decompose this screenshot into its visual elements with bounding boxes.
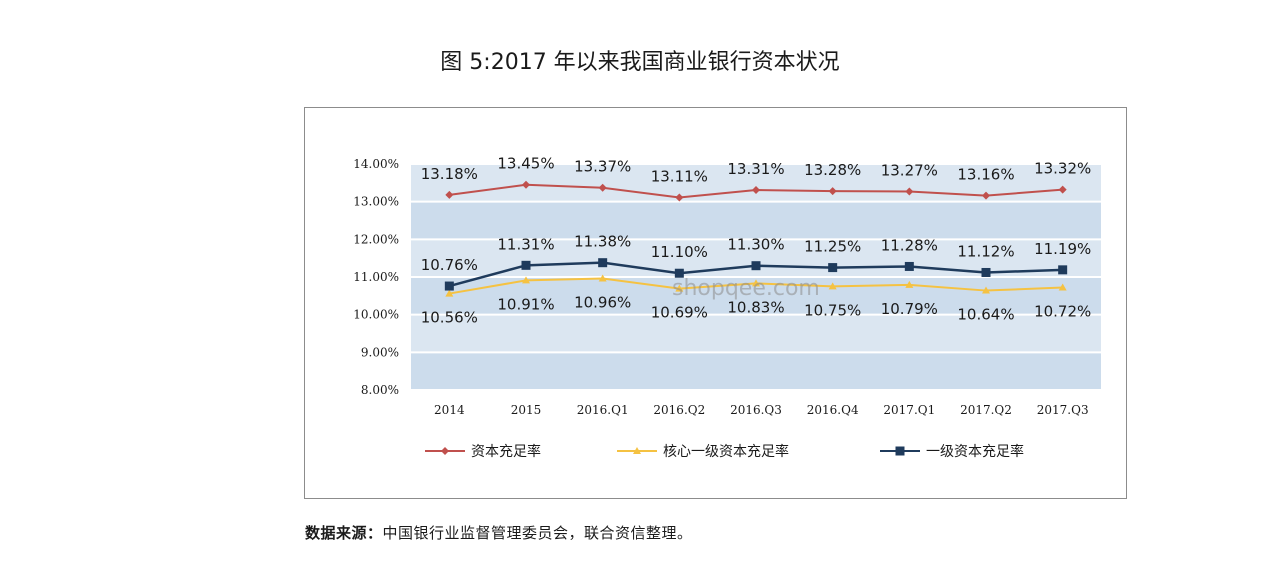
data-point: [752, 279, 760, 287]
data-label: 13.28%: [804, 161, 861, 179]
data-label: 11.30%: [727, 236, 784, 254]
source-label: 数据来源：: [305, 524, 383, 542]
data-label: 10.75%: [804, 301, 861, 319]
x-tick-label: 2014: [434, 403, 465, 417]
data-label: 10.83%: [727, 298, 784, 316]
data-point: [981, 267, 991, 277]
y-tick-label: 9.00%: [361, 345, 399, 359]
data-label: 10.91%: [497, 295, 554, 313]
x-tick-label: 2017.Q3: [1037, 403, 1089, 417]
data-label: 13.11%: [651, 168, 708, 186]
chart-title: 图 5:2017 年以来我国商业银行资本状况: [440, 50, 840, 75]
line-chart: 8.00% 9.00% 10.00% 11.00% 12.00% 13.00% 14.00%…: [353, 155, 1101, 460]
data-point: [521, 260, 531, 270]
data-point: [828, 282, 837, 290]
data-point: [675, 193, 684, 202]
data-label: 11.25%: [804, 238, 861, 256]
data-label: 10.72%: [1034, 303, 1091, 321]
data-point: [982, 286, 990, 294]
y-tick-label: 11.00%: [353, 270, 399, 284]
x-tick-label: 2016.Q4: [807, 403, 859, 417]
legend-label: 资本充足率: [471, 443, 541, 460]
data-label: 13.16%: [957, 166, 1014, 184]
legend-label: 一级资本充足率: [926, 443, 1024, 460]
data-label: 11.31%: [497, 235, 554, 253]
data-point: [598, 183, 607, 192]
data-label: 13.32%: [1034, 160, 1091, 178]
data-label: 13.37%: [574, 158, 631, 176]
data-point: [598, 258, 608, 268]
data-point: [904, 261, 914, 271]
data-label: 11.38%: [574, 233, 631, 251]
plot-band: [411, 352, 1101, 390]
data-point: [1058, 185, 1067, 194]
data-point: [905, 187, 914, 196]
data-label: 13.18%: [421, 165, 478, 183]
x-tick-label: 2016.Q2: [653, 403, 705, 417]
source-text: 中国银行业监督管理委员会，联合资信整理。: [382, 524, 693, 542]
data-label: 11.19%: [1034, 240, 1091, 258]
data-label: 10.64%: [957, 306, 1014, 324]
watermark-text: shopqee.com: [672, 276, 820, 301]
x-tick-label: 2017.Q2: [960, 403, 1012, 417]
data-point: [828, 263, 838, 273]
data-label: 10.56%: [421, 309, 478, 327]
y-tick-label: 12.00%: [353, 232, 399, 246]
data-point: [751, 261, 761, 271]
legend-marker: [441, 447, 449, 455]
data-point: [828, 187, 837, 196]
data-point: [752, 185, 760, 194]
data-point: [598, 274, 607, 282]
data-label: 11.12%: [957, 242, 1014, 260]
data-point: [445, 190, 454, 199]
data-point: [522, 276, 530, 284]
legend-marker: [633, 447, 641, 454]
chart-frame: 8.00% 9.00% 10.00% 11.00% 12.00% 13.00% 14.00%…: [304, 107, 1127, 499]
data-label: 10.79%: [881, 300, 938, 318]
data-point: [674, 268, 684, 278]
data-point: [982, 191, 990, 200]
x-tick-label: 2015: [511, 403, 542, 417]
data-point: [905, 280, 914, 288]
data-point: [675, 284, 684, 292]
y-tick-label: 14.00%: [353, 157, 399, 171]
y-tick-label: 8.00%: [361, 383, 399, 397]
legend-label: 核心一级资本充足率: [663, 443, 789, 460]
legend-marker: [895, 446, 905, 456]
x-tick-label: 2016.Q3: [730, 403, 782, 417]
x-tick-label: 2017.Q1: [883, 403, 935, 417]
data-point: [444, 281, 454, 291]
data-point: [445, 289, 454, 297]
source-note: 数据来源：中国银行业监督管理委员会，联合资信整理。: [305, 522, 693, 543]
data-label: 11.28%: [881, 236, 938, 254]
data-label: 13.27%: [881, 161, 938, 179]
data-point: [1058, 265, 1068, 275]
data-point: [522, 180, 530, 189]
data-label: 13.45%: [497, 155, 554, 173]
y-tick-label: 10.00%: [353, 308, 399, 322]
data-label: 10.76%: [421, 256, 478, 274]
data-label: 10.69%: [651, 304, 708, 322]
y-tick-label: 13.00%: [353, 195, 399, 209]
data-label: 10.96%: [574, 294, 631, 312]
data-point: [1058, 283, 1067, 291]
plot-band: [411, 201, 1101, 240]
data-label: 13.31%: [727, 160, 784, 178]
data-label: 11.10%: [651, 243, 708, 261]
x-tick-label: 2016.Q1: [577, 403, 629, 417]
